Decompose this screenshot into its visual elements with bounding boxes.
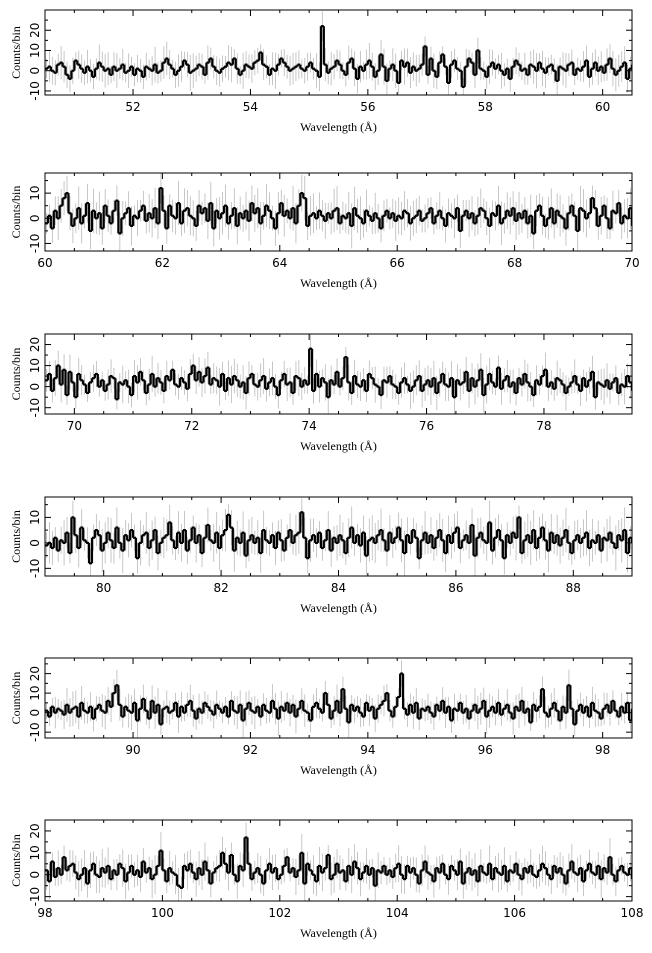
x-axis-label: Wavelength (Å) — [300, 926, 377, 940]
y-axis-label: Counts/bin — [9, 510, 23, 563]
y-tick-label: -10 — [28, 722, 42, 742]
panel-4-data — [45, 498, 632, 576]
x-tick-label: 78 — [536, 419, 551, 433]
x-tick-label: 98 — [595, 743, 610, 757]
x-tick-label: 108 — [621, 906, 644, 920]
plot-frame — [44, 9, 633, 96]
y-tick-label: 20 — [28, 823, 42, 838]
y-tick-label: 10 — [28, 185, 42, 200]
x-tick-label: 66 — [390, 256, 405, 270]
x-tick-label: 74 — [302, 419, 317, 433]
x-axis-label: Wavelength (Å) — [300, 439, 377, 453]
x-axis-label: Wavelength (Å) — [300, 276, 377, 290]
y-tick-label: 10 — [28, 358, 42, 373]
y-tick-label: 10 — [28, 43, 42, 58]
x-axis-label: Wavelength (Å) — [300, 601, 377, 615]
x-tick-label: 58 — [478, 100, 493, 114]
x-tick-label: 84 — [331, 581, 346, 595]
y-tick-label: -10 — [28, 559, 42, 579]
y-axis-label: Counts/bin — [9, 26, 23, 79]
x-axis-label: Wavelength (Å) — [300, 120, 377, 134]
x-tick-label: 106 — [503, 906, 526, 920]
panel-3: 70 72 74 76 78 -10 0 10 20 Wavelength (Å) Counts/b… — [9, 333, 633, 453]
panel-5: 90 92 94 96 98 -10 0 10 20 Wavelength (Å) Counts/b… — [9, 657, 633, 777]
y-axis-label: Counts/bin — [9, 348, 23, 401]
x-tick-label: 104 — [386, 906, 409, 920]
x-tick-label: 76 — [419, 419, 434, 433]
x-tick-label: 56 — [360, 100, 375, 114]
y-tick-label: 0 — [28, 709, 42, 717]
y-tick-label: 20 — [28, 666, 42, 681]
panel-6: 98 100 102 104 106 108 -10 0 10 20 Wavelength (Å) C… — [9, 819, 644, 940]
x-tick-label: 68 — [507, 256, 522, 270]
y-tick-label: 0 — [28, 539, 42, 547]
panel-6-data — [45, 822, 632, 901]
plot-frame — [44, 819, 633, 902]
x-tick-label: 92 — [243, 743, 258, 757]
panel-1-data — [45, 11, 632, 95]
y-axis-label: Counts/bin — [9, 834, 23, 887]
x-tick-label: 90 — [125, 743, 140, 757]
x-tick-label: 54 — [243, 100, 258, 114]
panel-1: 52 54 56 58 60 -10 0 10 20 Wavelength (Å) Counts/b… — [9, 9, 633, 134]
y-tick-label: 20 — [28, 23, 42, 38]
x-tick-label: 70 — [624, 256, 639, 270]
x-tick-label: 52 — [125, 100, 140, 114]
x-tick-label: 80 — [96, 581, 111, 595]
y-tick-label: -10 — [28, 81, 42, 101]
x-tick-label: 60 — [595, 100, 610, 114]
x-tick-label: 86 — [448, 581, 463, 595]
x-tick-label: 82 — [213, 581, 228, 595]
y-tick-label: 10 — [28, 845, 42, 860]
panel-4: 80 82 84 86 88 -10 0 10 Wavelength (Å) Counts/bin — [9, 496, 633, 615]
y-tick-label: -10 — [28, 887, 42, 907]
y-tick-label: 10 — [28, 510, 42, 525]
y-tick-label: 0 — [28, 214, 42, 222]
x-axis-label: Wavelength (Å) — [300, 763, 377, 777]
y-tick-label: 20 — [28, 337, 42, 352]
x-tick-label: 88 — [566, 581, 581, 595]
y-tick-label: 0 — [28, 383, 42, 391]
x-tick-label: 100 — [151, 906, 174, 920]
x-tick-label: 60 — [37, 256, 52, 270]
y-tick-label: -10 — [28, 398, 42, 418]
panel-3-data — [45, 334, 632, 414]
panel-2: 60 62 64 66 68 70 -10 0 10 Wavelength (Å) Counts/b… — [9, 172, 640, 290]
x-tick-label: 96 — [478, 743, 493, 757]
x-tick-label: 64 — [272, 256, 287, 270]
x-tick-label: 70 — [67, 419, 82, 433]
x-tick-label: 102 — [268, 906, 291, 920]
x-tick-label: 72 — [184, 419, 199, 433]
x-tick-label: 62 — [155, 256, 170, 270]
x-tick-label: 98 — [37, 906, 52, 920]
y-tick-label: 0 — [28, 67, 42, 75]
y-axis-label: Counts/bin — [9, 672, 23, 725]
y-tick-label: 0 — [28, 871, 42, 879]
y-tick-label: 10 — [28, 685, 42, 700]
panel-5-data — [45, 660, 632, 738]
x-tick-label: 94 — [360, 743, 375, 757]
panel-2-data — [45, 173, 632, 251]
y-tick-label: -10 — [28, 234, 42, 254]
y-axis-label: Counts/bin — [9, 186, 23, 239]
